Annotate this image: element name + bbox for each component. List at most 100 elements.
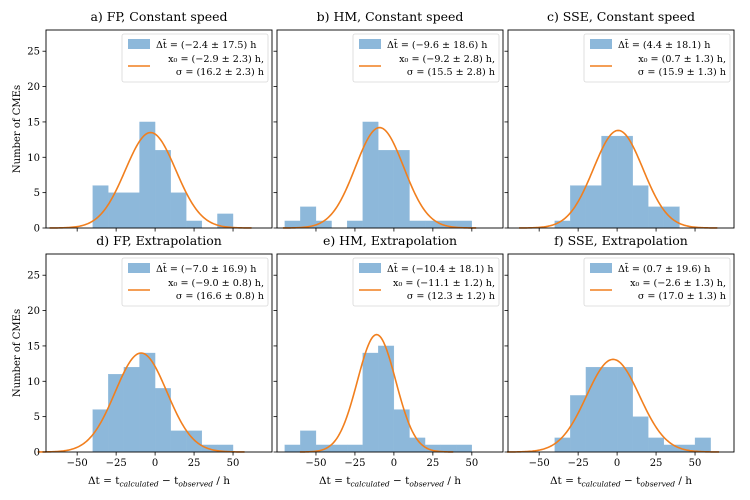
x-axis-label-subscript: calculated [581,480,620,489]
x-tick-label: −25 [568,458,589,469]
histogram-bar [616,135,633,229]
legend: Δt̄ = (0.7 ± 19.6) h x₀ = (−2.6 ± 1.3) h,… [583,257,731,307]
histogram-bar [585,185,602,229]
y-tick-label: 5 [34,412,40,423]
panel-title: a) FP, Constant speed [90,9,227,24]
histogram-bar [170,430,187,453]
legend-fit-label: x₀ = (−9.0 ± 0.8) h, [168,278,264,289]
x-axis-label-subscript: observed [409,480,444,489]
legend-bar-swatch [128,39,150,49]
legend: Δt̄ = (−10.4 ± 18.1) h x₀ = (−11.1 ± 1.2)… [352,257,500,307]
panel-d: d) FP, Extrapolation 0 5 10 15 20 25 −50 −25 0 25 5… [27,233,273,469]
histogram-bar [456,444,472,453]
panel-a: a) FP, Constant speed 0 5 10 15 20 25 Δt̄ = (−2… [27,9,273,235]
x-tick-label: 0 [152,458,158,469]
x-axis-label-part: / h [675,475,692,487]
x-axis-label-part: − t [621,475,641,487]
x-tick-label: 25 [650,458,663,469]
x-tick-label: 0 [391,458,397,469]
y-tick-label: 15 [27,117,40,128]
legend-box [352,257,500,307]
y-tick-label: 10 [27,377,40,388]
x-tick-label: −50 [529,458,550,469]
histogram-bar [123,366,140,453]
axes-frame [276,253,504,453]
y-tick-label: 20 [27,306,40,317]
legend-fit-label: σ = (12.3 ± 1.2) h [407,291,495,302]
histogram-bar [554,437,571,453]
x-tick-label: 50 [689,458,702,469]
legend-bar-swatch [359,263,381,273]
legend-fit-label: σ = (17.0 ± 1.3) h [638,291,726,302]
histogram-bar [284,444,301,453]
legend-fit-label: σ = (15.5 ± 2.8) h [407,67,495,78]
legend: Δt̄ = (−9.6 ± 18.6) h x₀ = (−9.2 ± 2.8) h… [352,33,500,83]
x-axis-label-part: Δt = t [88,475,120,487]
x-tick-label: 50 [227,458,240,469]
x-axis-label: Δt = tcalculated − tobserved / h [319,475,461,489]
legend-bar-label: Δt̄ = (0.7 ± 19.6) h [618,263,710,275]
histogram-bar [108,374,125,453]
panel-c: c) SSE, Constant speed Δt̄ = (4.4 ± 18.1)… [504,9,735,232]
panel-title: f) SSE, Extrapolation [554,233,688,248]
legend-box [583,33,731,83]
x-axis-label-subscript: observed [178,480,213,489]
legend-bar-swatch [590,39,612,49]
x-axis-label-part: − t [159,475,179,487]
histogram-bar [632,416,649,453]
gaussian-fit-line [519,129,718,229]
legend-bar-swatch [359,39,381,49]
y-tick-label: 20 [27,82,40,93]
x-axis-label: Δt = tcalculated − tobserved / h [88,475,230,489]
legend-box [583,257,731,307]
legend: Δt̄ = (−7.0 ± 16.9) h x₀ = (−9.0 ± 0.8) h… [121,257,269,307]
x-tick-label: 50 [465,458,478,469]
legend-box [121,257,269,307]
histogram-bar [616,366,633,453]
panel-f: f) SSE, Extrapolation −50 −25 0 25 50 Δt̄ = (0… [504,233,735,469]
x-axis-label: Δt = tcalculated − tobserved / h [550,475,692,489]
legend-fit-label: x₀ = (−11.1 ± 1.2) h, [393,278,495,289]
gaussian-fit-line [49,131,252,229]
gaussian-fit-line [37,352,245,453]
legend: Δt̄ = (4.4 ± 18.1) h x₀ = (0.7 ± 1.3) h, σ… [583,33,731,83]
y-axis-label: Number of CMEs [12,85,23,173]
y-axis-label: Number of CMEs [12,309,23,397]
panel-title: b) HM, Constant speed [317,9,464,24]
histogram-bar [362,352,379,453]
legend-fit-label: σ = (16.2 ± 2.3) h [176,67,264,78]
x-tick-label: 25 [426,458,439,469]
x-tick-label: −50 [305,458,326,469]
histogram-bar [663,444,680,453]
axes-frame [45,29,273,229]
gaussian-fit-line [507,358,720,453]
histogram-bar [648,206,665,229]
legend-bar-label: Δt̄ = (4.4 ± 18.1) h [618,39,710,51]
histogram-bar [393,409,410,453]
y-tick-label: 0 [34,448,40,459]
x-axis-label-part: Δt = t [319,475,351,487]
panel-title: c) SSE, Constant speed [547,9,695,24]
gaussian-fit-line [299,333,454,453]
x-axis-label-subscript: observed [640,480,675,489]
legend-fit-label: x₀ = (−9.2 ± 2.8) h, [399,54,495,65]
panel-b: b) HM, Constant speed Δt̄ = (−9.6 ± 18.6)… [273,9,504,232]
legend-fit-label: x₀ = (0.7 ± 1.3) h, [638,54,726,65]
legend-box [121,33,269,83]
histogram-bar [362,121,379,229]
y-tick-label: 0 [34,224,40,235]
histogram-bar [663,206,680,229]
axes-frame [276,29,504,229]
histogram-bar [346,444,363,453]
histogram-bar [601,366,618,453]
histogram-bar [409,220,426,229]
panel-title: e) HM, Extrapolation [323,233,457,248]
legend-bar-label: Δt̄ = (−7.0 ± 16.9) h [156,263,256,275]
x-axis-label-part: − t [390,475,410,487]
legend-fit-label: σ = (15.9 ± 1.3) h [638,67,726,78]
y-tick-label: 10 [27,153,40,164]
x-tick-label: −25 [344,458,365,469]
axes-frame [45,253,273,453]
histogram-bar [378,345,395,453]
